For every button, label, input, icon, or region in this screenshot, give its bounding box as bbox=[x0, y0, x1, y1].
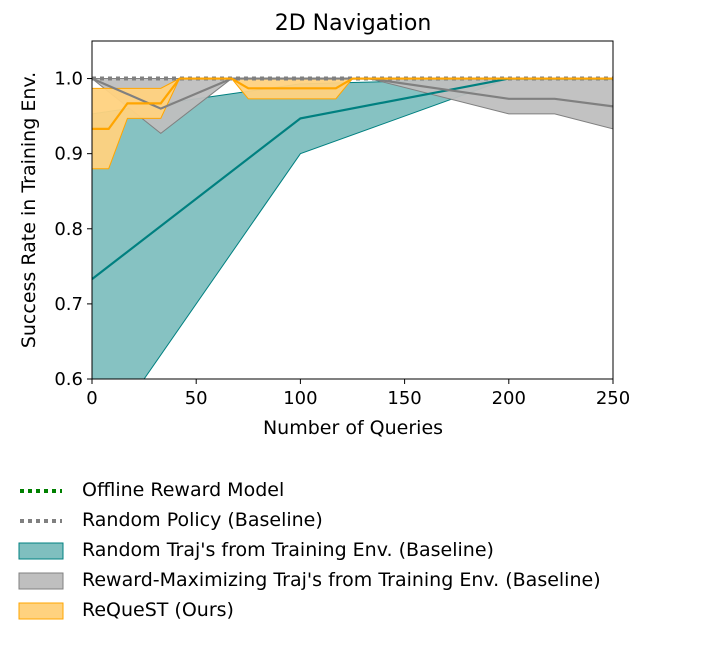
chart: 2D Navigation 0 50 100 150 200 250 0.6 0.7 0.8 0.… bbox=[18, 11, 630, 439]
chart-title: 2D Navigation bbox=[275, 11, 432, 36]
legend-swatch bbox=[18, 542, 64, 560]
y-tick-label: 0.9 bbox=[54, 144, 83, 165]
x-tick-label: 50 bbox=[185, 388, 208, 409]
x-axis-label: Number of Queries bbox=[263, 417, 443, 439]
legend-patch-icon bbox=[18, 542, 64, 560]
y-axis-label: Success Rate in Training Env. bbox=[18, 72, 40, 348]
x-tick-label: 0 bbox=[86, 388, 97, 409]
legend-label: Reward-Maximizing Traj's from Training E… bbox=[82, 569, 601, 591]
mean-line-reward-maximizing-traj-s-from-training-env-baseline bbox=[92, 77, 613, 110]
legend-label: Random Policy (Baseline) bbox=[82, 509, 323, 531]
x-tick-label: 150 bbox=[387, 388, 421, 409]
x-tick-label: 200 bbox=[492, 388, 526, 409]
legend-label: Random Traj's from Training Env. (Baseli… bbox=[82, 539, 494, 561]
axes-frame bbox=[91, 40, 614, 380]
y-tick-label: 0.6 bbox=[54, 369, 83, 390]
legend-swatch bbox=[20, 519, 62, 523]
y-tick-label: 0.7 bbox=[54, 294, 83, 315]
x-tick-label: 100 bbox=[283, 388, 317, 409]
x-tick-label: 250 bbox=[596, 388, 630, 409]
legend-patch-icon bbox=[18, 602, 64, 620]
legend-label: ReQueST (Ours) bbox=[82, 599, 234, 621]
band-random-traj-s-from-training-env-baseline bbox=[92, 78, 613, 379]
mean-line-request-ours bbox=[92, 77, 613, 130]
legend-patch-icon bbox=[18, 572, 64, 590]
legend-swatch bbox=[20, 489, 62, 493]
y-tick-label: 1.0 bbox=[54, 69, 83, 90]
legend-label: Offline Reward Model bbox=[82, 479, 285, 501]
legend-swatch bbox=[18, 572, 64, 590]
plot-area bbox=[92, 76, 613, 379]
legend-swatch bbox=[18, 602, 64, 620]
axes: 0 50 100 150 200 250 0.6 0.7 0.8 0.9 1.0 bbox=[54, 40, 630, 409]
y-tick-label: 0.8 bbox=[54, 219, 83, 240]
